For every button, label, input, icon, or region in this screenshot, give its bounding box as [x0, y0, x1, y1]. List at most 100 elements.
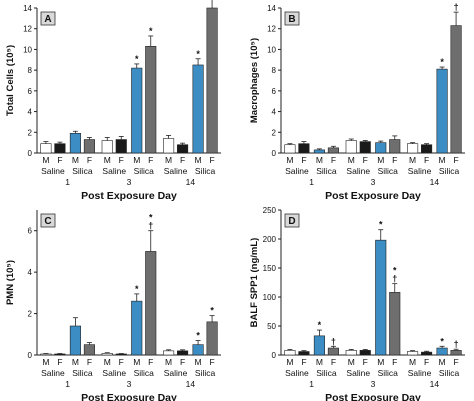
- group-label-saline: Saline: [41, 368, 65, 378]
- significance-symbol: *: [318, 320, 322, 330]
- bar: [163, 138, 175, 154]
- bar: [131, 300, 143, 356]
- sex-label: F: [209, 357, 214, 367]
- group-label-silica: Silica: [134, 166, 155, 176]
- bar: [313, 149, 325, 154]
- y-tick-label: 10: [23, 45, 32, 54]
- group-label-saline: Saline: [285, 166, 309, 176]
- bar: [421, 351, 433, 356]
- group-label-saline: Saline: [102, 166, 126, 176]
- group-label-silica: Silica: [72, 368, 93, 378]
- significance-mark: †: [331, 336, 336, 346]
- panel-letter-box: [40, 11, 56, 26]
- sex-label: M: [195, 155, 202, 165]
- bar: [40, 143, 52, 154]
- panel-letter-box: [284, 213, 300, 228]
- bar: [375, 239, 387, 356]
- sex-label: F: [180, 155, 185, 165]
- y-tick-label: 14: [267, 4, 276, 13]
- day-label: 14: [186, 379, 196, 389]
- sex-label: M: [72, 357, 79, 367]
- panel-letter-tag: B: [284, 11, 300, 26]
- group-label-silica: Silica: [134, 368, 155, 378]
- sex-label: M: [72, 155, 79, 165]
- group-label-saline: Saline: [408, 166, 432, 176]
- sex-label: F: [453, 357, 458, 367]
- day-label: 14: [430, 379, 440, 389]
- sex-label: F: [209, 155, 214, 165]
- y-tick-label: 250: [263, 206, 277, 215]
- bar: [436, 68, 448, 154]
- bar: [298, 351, 310, 356]
- y-tick-label: 150: [263, 264, 277, 273]
- sex-label: F: [148, 155, 153, 165]
- bar: [145, 251, 157, 356]
- panel-letter: B: [288, 14, 295, 25]
- day-label: 3: [127, 379, 132, 389]
- significance-mark: *: [440, 336, 444, 346]
- bar: [450, 350, 462, 356]
- day-label: 3: [371, 177, 376, 187]
- group-label-silica: Silica: [316, 368, 337, 378]
- y-tick-label: 2: [28, 128, 33, 137]
- significance-symbol: *: [149, 213, 153, 223]
- bar: [421, 144, 433, 154]
- sex-label: F: [301, 357, 306, 367]
- x-axis-label: Post Exposure Day: [325, 392, 421, 401]
- bar: [54, 353, 66, 356]
- bar: [83, 139, 95, 154]
- significance-symbol: †: [331, 336, 336, 346]
- bar: [327, 147, 339, 154]
- y-tick-label: 100: [263, 293, 277, 302]
- panel-letter-tag: A: [40, 11, 56, 26]
- sex-label: F: [57, 357, 62, 367]
- significance-mark: *: [379, 220, 383, 230]
- y-tick-label: 12: [23, 25, 32, 34]
- significance-symbol: *: [196, 331, 200, 341]
- sex-label: F: [424, 357, 429, 367]
- bar: [284, 350, 296, 356]
- bar: [359, 141, 371, 154]
- significance-symbol: *: [149, 26, 153, 36]
- significance-mark: *: [196, 49, 200, 59]
- significance-symbol: *: [393, 266, 397, 276]
- y-tick-label: 2: [272, 128, 277, 137]
- y-tick-label: 10: [267, 45, 276, 54]
- significance-mark: *: [196, 331, 200, 341]
- significance-symbol: *: [210, 306, 214, 316]
- sex-label: M: [104, 357, 111, 367]
- bar: [101, 353, 113, 356]
- day-label: 3: [371, 379, 376, 389]
- significance-mark: *: [135, 284, 139, 294]
- bar: [327, 347, 339, 356]
- bar: [177, 144, 189, 154]
- group-label-saline: Saline: [346, 368, 370, 378]
- sex-label: M: [133, 357, 140, 367]
- group-label-silica: Silica: [195, 166, 216, 176]
- significance-symbol: *: [135, 54, 139, 64]
- significance-mark: *: [210, 306, 214, 316]
- day-label: 3: [127, 177, 132, 187]
- day-label: 1: [309, 379, 314, 389]
- group-label-saline: Saline: [164, 368, 188, 378]
- bar: [407, 351, 419, 356]
- group-label-saline: Saline: [346, 166, 370, 176]
- sex-label: F: [301, 155, 306, 165]
- bar: [83, 344, 95, 356]
- sex-label: F: [148, 357, 153, 367]
- day-label: 1: [309, 177, 314, 187]
- bar: [345, 350, 357, 356]
- panel-letter-tag: D: [284, 213, 300, 228]
- group-label-silica: Silica: [439, 368, 460, 378]
- significance-symbol: *: [135, 284, 139, 294]
- panel-letter-box: [40, 213, 56, 228]
- bar: [284, 144, 296, 154]
- bar: [313, 335, 325, 356]
- sex-label: F: [87, 155, 92, 165]
- group-label-silica: Silica: [378, 166, 399, 176]
- sex-label: M: [286, 357, 293, 367]
- day-label: 14: [430, 177, 440, 187]
- sex-label: F: [331, 155, 336, 165]
- bar: [436, 347, 448, 356]
